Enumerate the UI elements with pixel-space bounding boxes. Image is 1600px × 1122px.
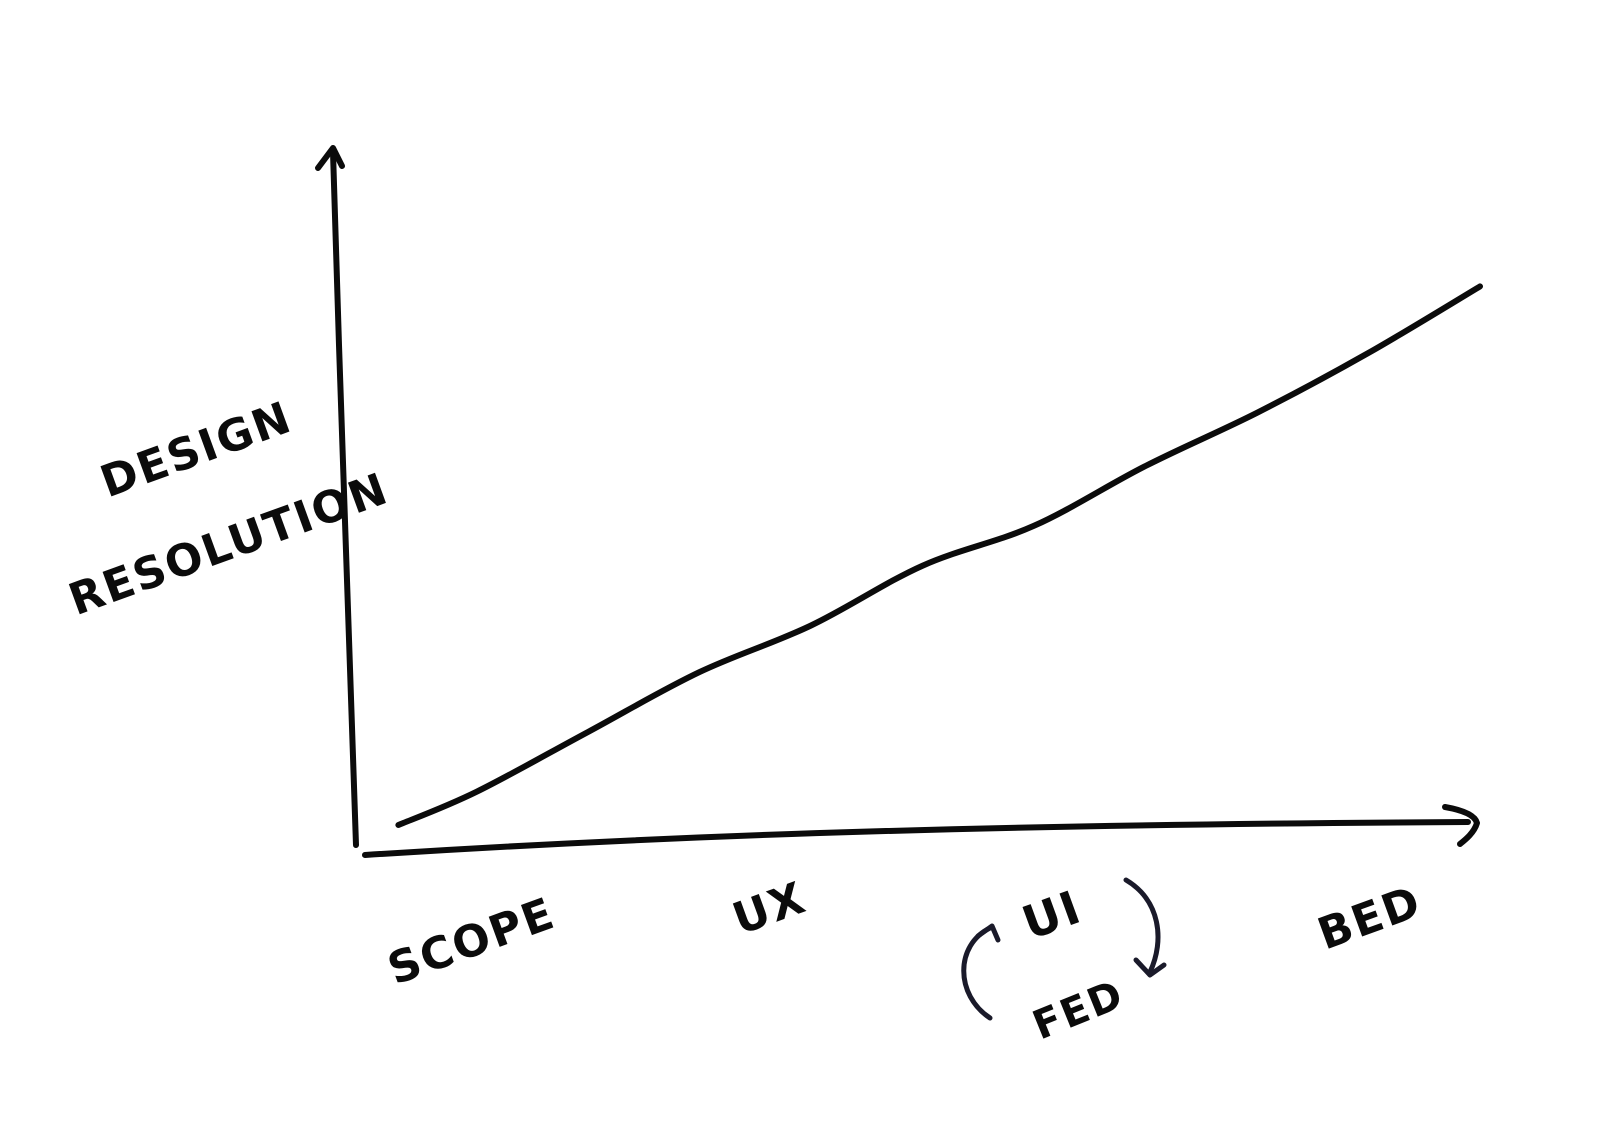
tick-label-bed: BED <box>1311 876 1428 960</box>
tick-label-fed: FED <box>1027 971 1131 1049</box>
x-axis <box>362 819 1471 858</box>
cycle-arrow-left-head <box>975 923 1001 943</box>
series-line <box>395 283 1483 828</box>
x-axis-arrowhead <box>1442 804 1480 847</box>
y-axis <box>330 149 359 848</box>
cycle-arrow-left <box>961 925 993 1021</box>
cycle-arrow-right-head <box>1133 957 1167 978</box>
cycle-arrow-right <box>1123 877 1161 975</box>
tick-label-scope: SCOPE <box>381 888 562 995</box>
tick-label-ui: UI <box>1015 880 1088 951</box>
y-label-line-1: DESIGN <box>94 392 299 508</box>
tick-label-ux: UX <box>726 872 813 945</box>
y-axis-arrowhead <box>315 145 345 171</box>
